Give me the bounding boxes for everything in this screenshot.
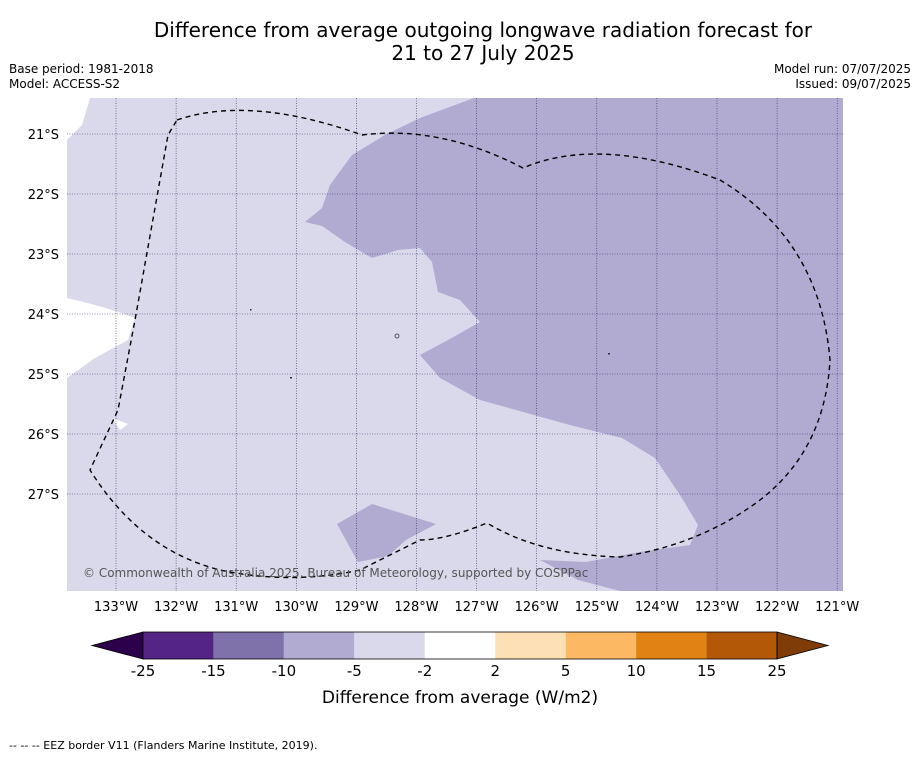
meta-right: Model run: 07/07/2025 Issued: 09/07/2025 <box>774 62 911 92</box>
longitude-label: 121°W <box>815 600 859 615</box>
negative-anomaly-region <box>305 98 843 591</box>
colorbar-segment <box>283 632 355 659</box>
base-period: Base period: 1981-2018 <box>9 62 154 76</box>
island-marker <box>394 333 400 339</box>
latitude-label: 26°S <box>28 428 59 443</box>
colorbar-tick-label: -15 <box>201 662 226 680</box>
latitude-label: 24°S <box>28 308 59 323</box>
colorbar-extend-high <box>776 631 830 660</box>
colorbar-tick-label: 15 <box>697 662 716 680</box>
colorbar-label: Difference from average (W/m2) <box>322 688 598 708</box>
meta-left: Base period: 1981-2018 Model: ACCESS-S2 <box>9 62 154 92</box>
colorbar-tick-label: -10 <box>272 662 297 680</box>
colorbar-segment <box>706 632 777 659</box>
longitude-label: 123°W <box>695 600 739 615</box>
longitude-label: 125°W <box>575 600 619 615</box>
colorbar-segment <box>495 632 566 659</box>
colorbar-segment <box>424 632 496 659</box>
longitude-label: 131°W <box>214 600 258 615</box>
title-line-1: Difference from average outgoing longwav… <box>153 18 813 42</box>
colorbar-tick-label: 25 <box>767 662 786 680</box>
latitude-label: 23°S <box>28 248 59 263</box>
longitude-label: 127°W <box>455 600 499 615</box>
model-name: Model: ACCESS-S2 <box>9 77 121 91</box>
island-marker <box>250 309 252 311</box>
colorbar-segment <box>354 632 425 659</box>
colorbar-tick-label: 10 <box>627 662 646 680</box>
latitude-label: 21°S <box>28 128 59 143</box>
colorbar-tick-label: -5 <box>347 662 362 680</box>
longitude-label: 129°W <box>334 600 378 615</box>
longitude-label: 130°W <box>274 600 318 615</box>
colorbar-tick-labels: -25 -15 -10 -5 -2 2 5 10 15 25 <box>131 662 787 680</box>
footer-note: -- -- -- EEZ border V11 (Flanders Marine… <box>9 739 318 752</box>
colorbar <box>90 631 830 660</box>
longitude-label: 128°W <box>394 600 438 615</box>
colorbar-segment <box>565 632 637 659</box>
title-line-2: 21 to 27 July 2025 <box>391 41 575 65</box>
longitude-label: 124°W <box>635 600 679 615</box>
island-marker <box>290 377 292 379</box>
colorbar-segment <box>213 632 284 659</box>
latitude-label: 25°S <box>28 368 59 383</box>
near-zero-region-west <box>67 298 135 378</box>
map-title: Difference from average outgoing longwav… <box>0 19 919 65</box>
map-panel: © Commonwealth of Australia 2025, Bureau… <box>67 98 843 591</box>
latitude-label: 22°S <box>28 188 59 203</box>
gridlines <box>67 98 843 591</box>
near-zero-region <box>67 98 90 140</box>
colorbar-segment <box>143 632 214 659</box>
latitude-label: 27°S <box>28 488 59 503</box>
negative-anomaly-island <box>337 504 436 562</box>
colorbar-segment <box>636 632 707 659</box>
island-marker <box>608 353 610 355</box>
colorbar-tick-label: 2 <box>490 662 500 680</box>
eez-border <box>89 109 831 579</box>
latitude-labels: 21°S 22°S 23°S 24°S 25°S 26°S 27°S <box>28 128 59 503</box>
longitude-label: 133°W <box>94 600 138 615</box>
longitude-label: 132°W <box>154 600 198 615</box>
longitude-labels: 133°W 132°W 131°W 130°W 129°W 128°W 127°W 126°W… <box>94 600 860 615</box>
issued-date: Issued: 09/07/2025 <box>795 77 911 91</box>
colorbar-tick-label: -25 <box>131 662 156 680</box>
colorbar-extend-low <box>90 631 144 660</box>
copyright-notice: © Commonwealth of Australia 2025, Bureau… <box>83 566 588 580</box>
colorbar-outline <box>142 631 778 660</box>
model-run: Model run: 07/07/2025 <box>773 62 911 76</box>
longitude-label: 126°W <box>515 600 559 615</box>
longitude-label: 122°W <box>755 600 799 615</box>
colorbar-tick-label: 5 <box>561 662 571 680</box>
colorbar-tick-label: -2 <box>417 662 432 680</box>
